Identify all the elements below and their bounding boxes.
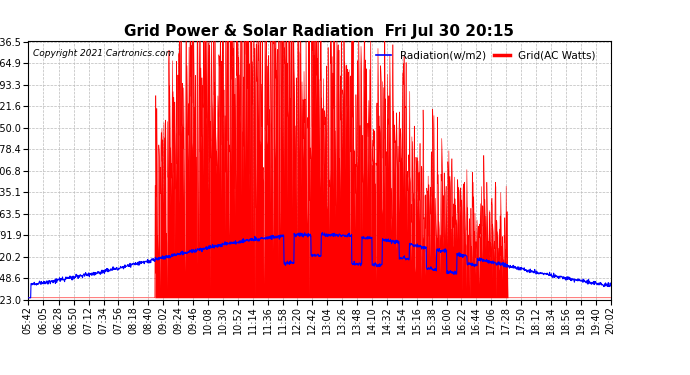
Legend: Radiation(w/m2), Grid(AC Watts): Radiation(w/m2), Grid(AC Watts) [371, 46, 600, 65]
Title: Grid Power & Solar Radiation  Fri Jul 30 20:15: Grid Power & Solar Radiation Fri Jul 30 … [124, 24, 514, 39]
Text: Copyright 2021 Cartronics.com: Copyright 2021 Cartronics.com [33, 49, 175, 58]
